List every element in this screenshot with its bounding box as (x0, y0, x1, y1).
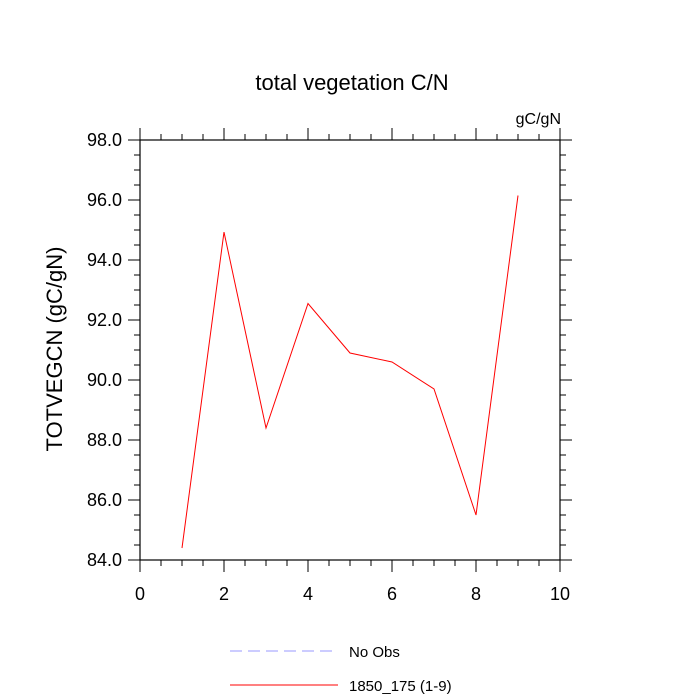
y-tick-label: 92.0 (87, 310, 122, 330)
x-tick-label: 10 (550, 584, 570, 604)
y-tick-label: 88.0 (87, 430, 122, 450)
x-tick-labels: 0 2 4 6 8 10 (135, 584, 570, 604)
x-tick-label: 6 (387, 584, 397, 604)
x-tick-label: 0 (135, 584, 145, 604)
y-tick-label: 90.0 (87, 370, 122, 390)
x-tick-label: 8 (471, 584, 481, 604)
y-axis-label: TOTVEGCN (gC/gN) (42, 247, 67, 452)
plot-frame (139, 139, 561, 561)
x-tick-label: 2 (219, 584, 229, 604)
axis-ticks (128, 128, 572, 572)
y-tick-label: 98.0 (87, 130, 122, 150)
legend: No Obs 1850_175 (1-9) (230, 644, 452, 695)
y-tick-label: 96.0 (87, 190, 122, 210)
y-tick-label: 84.0 (87, 550, 122, 570)
legend-label: 1850_175 (1-9) (349, 678, 452, 695)
series-line-0 (181, 195, 519, 549)
units-label: gC/gN (516, 111, 561, 128)
x-tick-label: 4 (303, 584, 313, 604)
y-tick-labels: 84.0 86.0 88.0 90.0 92.0 94.0 96.0 98.0 (87, 130, 122, 570)
y-tick-label: 94.0 (87, 250, 122, 270)
chart-title: total vegetation C/N (255, 70, 448, 95)
legend-label: No Obs (349, 644, 400, 661)
series-group (181, 195, 519, 549)
y-tick-label: 86.0 (87, 490, 122, 510)
